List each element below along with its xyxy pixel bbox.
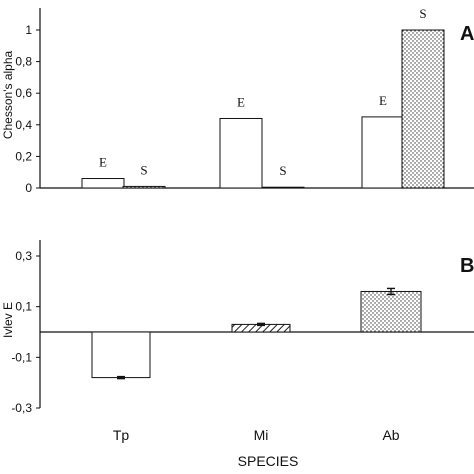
x-tick-label-ab: Ab [382, 427, 399, 443]
bar-label-a-e-ab: E [379, 93, 387, 108]
y-tick-label-b: 0,1 [15, 300, 32, 314]
panel-b: -0,3 -0,1 0,1 0,3 Tp Mi Ab [11, 240, 474, 443]
x-tick-label-mi: Mi [254, 427, 269, 443]
bar-a-e-tp [81, 178, 125, 189]
bar-b-tp [91, 331, 151, 379]
y-tick-label-a: 0,6 [15, 86, 32, 100]
bar-a-s-mi [261, 186, 305, 189]
panel-letter-a: A [460, 23, 474, 45]
bar-a-e-ab [361, 116, 405, 189]
bar-b-ab [360, 290, 422, 333]
y-tick-label-a: 1 [25, 23, 32, 37]
y-tick-label-b: 0,3 [15, 249, 32, 263]
x-axis-title: SPECIES [238, 453, 299, 469]
x-tick-label-tp: Tp [113, 427, 130, 443]
y-tick-label-a: 0,4 [15, 118, 32, 132]
y-axis-title-a: Chesson's alpha [1, 51, 15, 140]
y-tick-label-a: 0 [25, 181, 32, 195]
panel-letter-b: B [460, 255, 474, 277]
y-tick-label-a: 0,2 [15, 149, 32, 163]
y-axis-title-b: Ivlev E [1, 302, 15, 338]
bar-a-s-ab [401, 29, 445, 189]
bar-label-a-e-mi: E [237, 94, 245, 109]
bar-a-e-mi [219, 117, 263, 189]
panel-a: 0 0,2 0,4 0,6 0,8 1 E E E S S S [15, 6, 474, 195]
bar-label-a-e-tp: E [99, 155, 107, 170]
bar-label-a-s-mi: S [279, 163, 286, 178]
y-tick-label-a: 0,8 [15, 55, 32, 69]
bar-label-a-s-ab: S [419, 6, 426, 21]
bar-label-a-s-tp: S [140, 162, 147, 177]
y-tick-label-b: -0,3 [11, 401, 32, 415]
y-tick-label-b: -0,1 [11, 350, 32, 364]
bar-a-s-tp [122, 185, 166, 189]
